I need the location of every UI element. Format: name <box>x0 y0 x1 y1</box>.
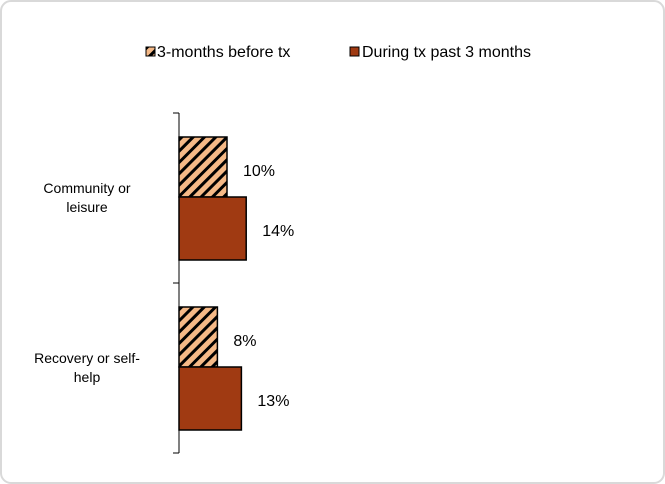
bar-recovery-before <box>178 306 219 368</box>
legend-item-before: 3-months before tx <box>145 44 290 61</box>
data-label-recovery-before: 8% <box>233 333 256 350</box>
bars <box>178 136 247 431</box>
legend-swatch-during <box>349 46 360 57</box>
legend-swatch-before <box>145 46 156 57</box>
bar-recovery-during <box>178 366 243 431</box>
category-label-recovery-line1: Recovery or self- <box>34 350 140 366</box>
bar-community-during <box>178 196 247 261</box>
legend-item-during: During tx past 3 months <box>349 44 531 61</box>
legend-label-before: 3-months before tx <box>157 44 290 61</box>
bar-community-before <box>178 136 228 198</box>
category-label-community-line1: Community or <box>43 180 130 196</box>
data-label-community-during: 14% <box>262 223 294 240</box>
category-labels: Community or leisure Recovery or self- h… <box>34 180 140 385</box>
data-label-recovery-during: 13% <box>257 393 289 410</box>
legend-label-during: During tx past 3 months <box>362 44 531 61</box>
category-label-recovery-line2: help <box>74 369 101 385</box>
category-label-community-line2: leisure <box>66 199 107 215</box>
legend: 3-months before tx During tx past 3 mont… <box>145 44 531 61</box>
data-label-community-before: 10% <box>243 163 275 180</box>
data-labels: 10% 14% 8% 13% <box>233 163 294 410</box>
